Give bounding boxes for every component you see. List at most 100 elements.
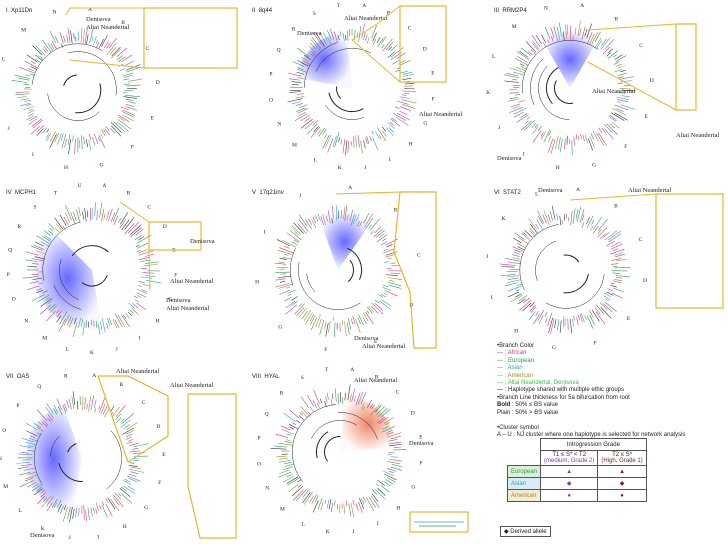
tree-tip (385, 274, 398, 277)
tree-tip (48, 222, 55, 230)
tree-tip (591, 220, 595, 225)
tree-tip (397, 60, 406, 65)
tree-tip (101, 208, 105, 222)
tree-tip (326, 499, 330, 509)
tree-tip (35, 250, 45, 254)
tree-tip (599, 233, 606, 240)
tree-tip (72, 391, 76, 405)
tree-tip (530, 224, 538, 234)
tree-tip (31, 263, 39, 265)
altai-label-2: Altai Neandertal (166, 305, 210, 312)
marker-diamond-medium: ◆ (540, 477, 599, 490)
tree-tip (296, 71, 305, 75)
cluster-label: L (535, 192, 539, 198)
tree-tip (31, 118, 43, 127)
tree-tip (545, 317, 548, 323)
tree-tip (386, 244, 393, 248)
tree-tip (46, 502, 53, 512)
tree-tip (597, 229, 602, 234)
tree-tip (403, 92, 410, 95)
tree-tip (528, 50, 533, 56)
tree-tip (130, 227, 142, 238)
tree-tip (600, 306, 612, 319)
tree-tip (356, 221, 360, 227)
tree-tip (123, 60, 134, 67)
tree-tip (82, 211, 84, 220)
cluster-label: T (337, 3, 341, 9)
tree-tip (559, 22, 562, 37)
tree-tip (609, 123, 615, 129)
tree-tip (587, 32, 593, 44)
tree-tip (331, 502, 333, 512)
tree-tip (49, 305, 58, 313)
tree-tip (530, 306, 537, 313)
tree-tip (30, 66, 38, 70)
tree-tip (298, 219, 309, 232)
tree-tip (595, 311, 606, 325)
tree-tip (550, 139, 556, 154)
tree-tip (516, 242, 526, 248)
tree-branch (554, 80, 574, 104)
tree-tip (63, 216, 69, 225)
cluster-label: M (42, 335, 47, 341)
tree-tip (382, 425, 389, 430)
tree-tip (400, 70, 409, 74)
tree-tip (56, 315, 62, 323)
tree-tip (387, 468, 397, 472)
tree-tip (598, 132, 607, 146)
tree-tip (347, 140, 349, 153)
table-row: Asian ◆ ◆ (506, 477, 647, 490)
tree-tip (372, 136, 379, 151)
tree-tip (514, 94, 521, 96)
panel-title: VI STAT2 (494, 190, 521, 196)
cluster-label: H (556, 165, 560, 171)
tree-tip (327, 138, 334, 153)
tree-tip (383, 248, 389, 252)
tree-tip (333, 31, 338, 43)
tree-tip (387, 122, 395, 129)
tree-tip (614, 69, 622, 73)
tree-tip (310, 126, 321, 138)
cluster-label: M (292, 142, 297, 148)
tree-tip (611, 243, 623, 250)
panel-name: HYAL (264, 374, 280, 380)
tree-tip (40, 241, 49, 247)
tree-tip (528, 311, 536, 321)
tree-tip (42, 127, 47, 134)
tree-tip (291, 241, 298, 246)
inset-V (335, 191, 437, 349)
tree-tip (373, 38, 377, 45)
tree-tip (288, 423, 299, 430)
tree-tip (374, 302, 383, 311)
tree-tip (611, 112, 625, 121)
tree-tip (120, 486, 127, 492)
tree-tip (45, 406, 54, 419)
tree-tip (608, 233, 622, 243)
panel-VI: VI STAT2 A B C D E F G H I J K L Denisova Altai Nea… (486, 182, 728, 364)
highlight-wedge (318, 212, 371, 270)
tree-tip (396, 52, 406, 59)
cluster-label: C (396, 390, 400, 396)
cluster-label: B (121, 20, 125, 26)
tree-tip (117, 47, 127, 57)
tree-tip (299, 412, 303, 416)
tree-tip (292, 101, 301, 104)
tree-tip (529, 230, 536, 238)
tree-tip (105, 498, 109, 504)
tree-tip (616, 258, 628, 262)
tree-tip (402, 78, 412, 81)
tree-tip (602, 46, 611, 55)
tree-tip (513, 251, 521, 255)
tree-tip (535, 311, 539, 316)
tree-tip (100, 403, 106, 414)
tree-tip (280, 425, 291, 431)
tree-tip (275, 433, 289, 438)
tree-tip (550, 27, 555, 38)
tree-tip (528, 218, 538, 231)
tree-tip (51, 40, 57, 50)
tree-branch (106, 430, 122, 490)
cluster-label: I (377, 521, 379, 527)
tree-tip (113, 215, 119, 225)
tree-tip (617, 99, 628, 103)
tree-tip (130, 471, 139, 475)
